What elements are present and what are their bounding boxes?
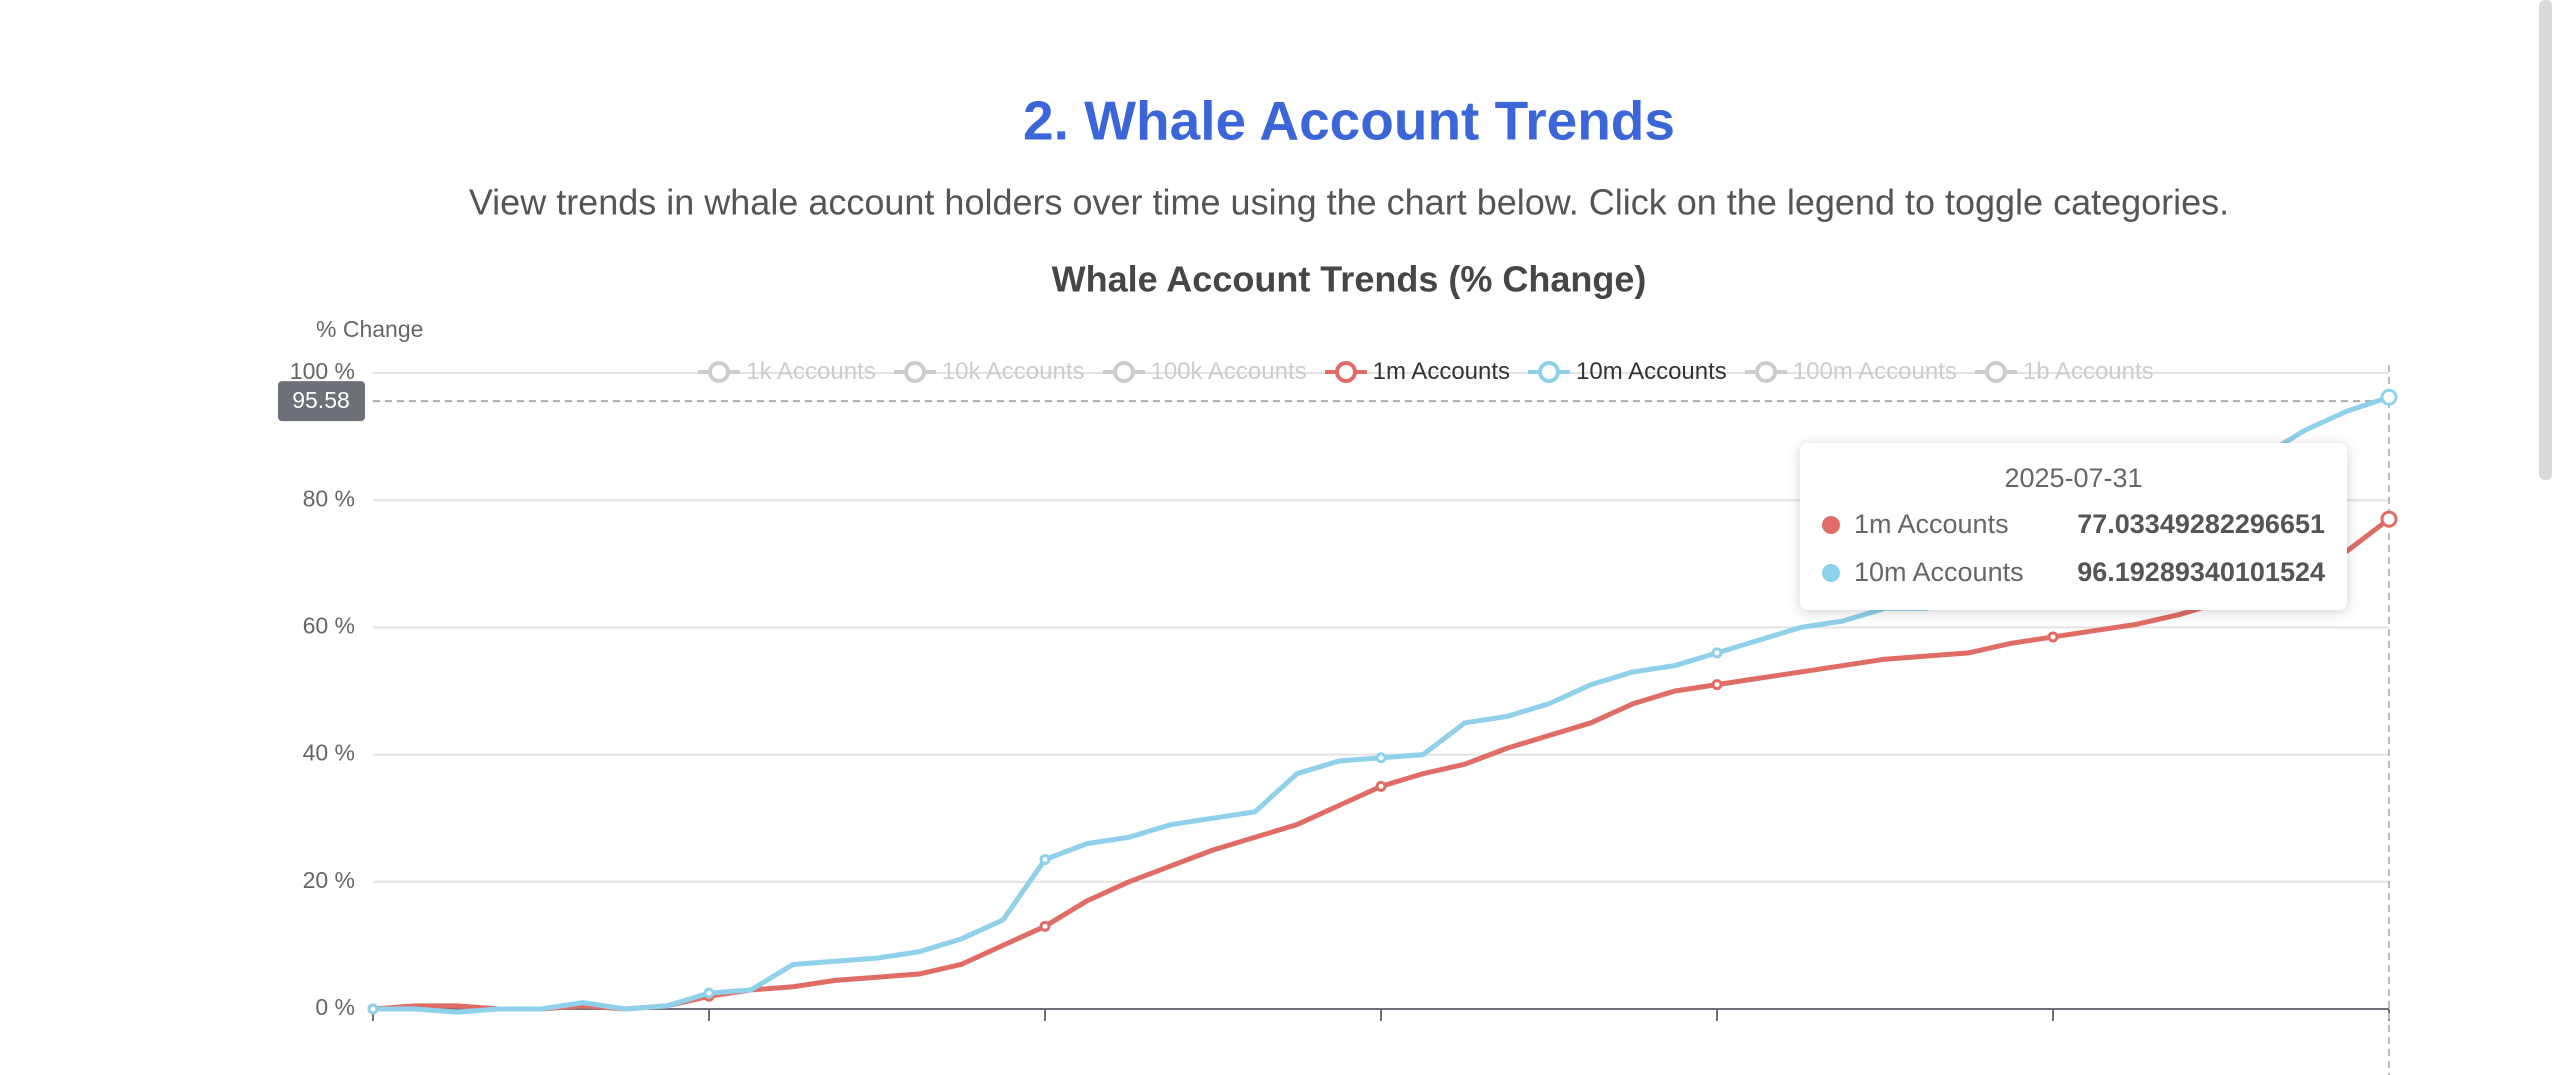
y-tick-label: 0 % [315, 994, 355, 1020]
legend-label: 100m Accounts [1792, 358, 1957, 385]
legend-icon [1744, 361, 1787, 383]
legend-item[interactable]: 1b Accounts [1974, 358, 2154, 386]
series-point [2047, 631, 2059, 643]
series-point [2380, 388, 2398, 406]
legend: 1k Accounts 10k Accounts 100k Accounts 1m A… [150, 358, 2552, 386]
tooltip: 2025-07-31 1m Accounts 77.03349282296651 … [1800, 443, 2347, 610]
legend-label: 10k Accounts [941, 358, 1085, 385]
scrollbar[interactable] [2539, 0, 2552, 480]
heading: 2. Whale Account Trends [1023, 90, 1675, 152]
y-tick-label: 100 % [290, 358, 355, 384]
legend-label: 1k Accounts [746, 358, 876, 385]
legend-icon [698, 361, 741, 383]
legend-label: 1m Accounts [1372, 358, 1511, 385]
tooltip-dot [1822, 563, 1840, 582]
tooltip-row: 10m Accounts 96.19289340101524 [1822, 557, 2325, 588]
series-point [1711, 679, 1723, 691]
series-point [1039, 920, 1051, 932]
legend-item[interactable]: 100m Accounts [1744, 358, 1957, 386]
legend-icon [1974, 361, 2017, 383]
legend-label: 1b Accounts [2022, 358, 2154, 385]
axis-pointer-label: 95.58 [292, 387, 350, 413]
legend-icon [893, 361, 936, 383]
chart-title: Whale Account Trends (% Change) [1052, 259, 1647, 300]
legend-item[interactable]: 10m Accounts [1528, 358, 1727, 386]
description: View trends in whale account holders ove… [469, 182, 2229, 223]
legend-item[interactable]: 100k Accounts [1102, 358, 1307, 386]
legend-item[interactable]: 1m Accounts [1324, 358, 1511, 386]
legend-icon [1324, 361, 1367, 383]
tooltip-row: 1m Accounts 77.03349282296651 [1822, 509, 2325, 540]
series-point [1039, 854, 1051, 866]
axis-pointer-box [278, 381, 365, 422]
legend-icon [1528, 361, 1571, 383]
legend-item[interactable]: 10k Accounts [893, 358, 1085, 386]
legend-label: 10m Accounts [1576, 358, 1727, 385]
series-point [367, 1003, 379, 1015]
y-tick-label: 20 % [303, 867, 355, 893]
series-point [1375, 752, 1387, 764]
y-tick-label: 80 % [303, 485, 355, 511]
tooltip-name: 10m Accounts [1854, 557, 2024, 587]
y-axis-label: % Change [316, 316, 423, 342]
tooltip-value: 77.03349282296651 [2077, 509, 2325, 539]
series-point [703, 987, 715, 999]
series-point [1711, 647, 1723, 659]
y-tick-label: 60 % [303, 612, 355, 638]
tooltip-value: 96.19289340101524 [2077, 557, 2325, 587]
legend-item[interactable]: 1k Accounts [698, 358, 876, 386]
legend-label: 100k Accounts [1150, 358, 1307, 385]
tooltip-date: 2025-07-31 [2004, 463, 2143, 493]
legend-icon [1102, 361, 1145, 383]
y-tick-label: 40 % [303, 740, 355, 766]
series-point [1375, 780, 1387, 792]
tooltip-name: 1m Accounts [1854, 509, 2009, 539]
tooltip-dot [1822, 515, 1840, 534]
series-point [2380, 510, 2398, 528]
